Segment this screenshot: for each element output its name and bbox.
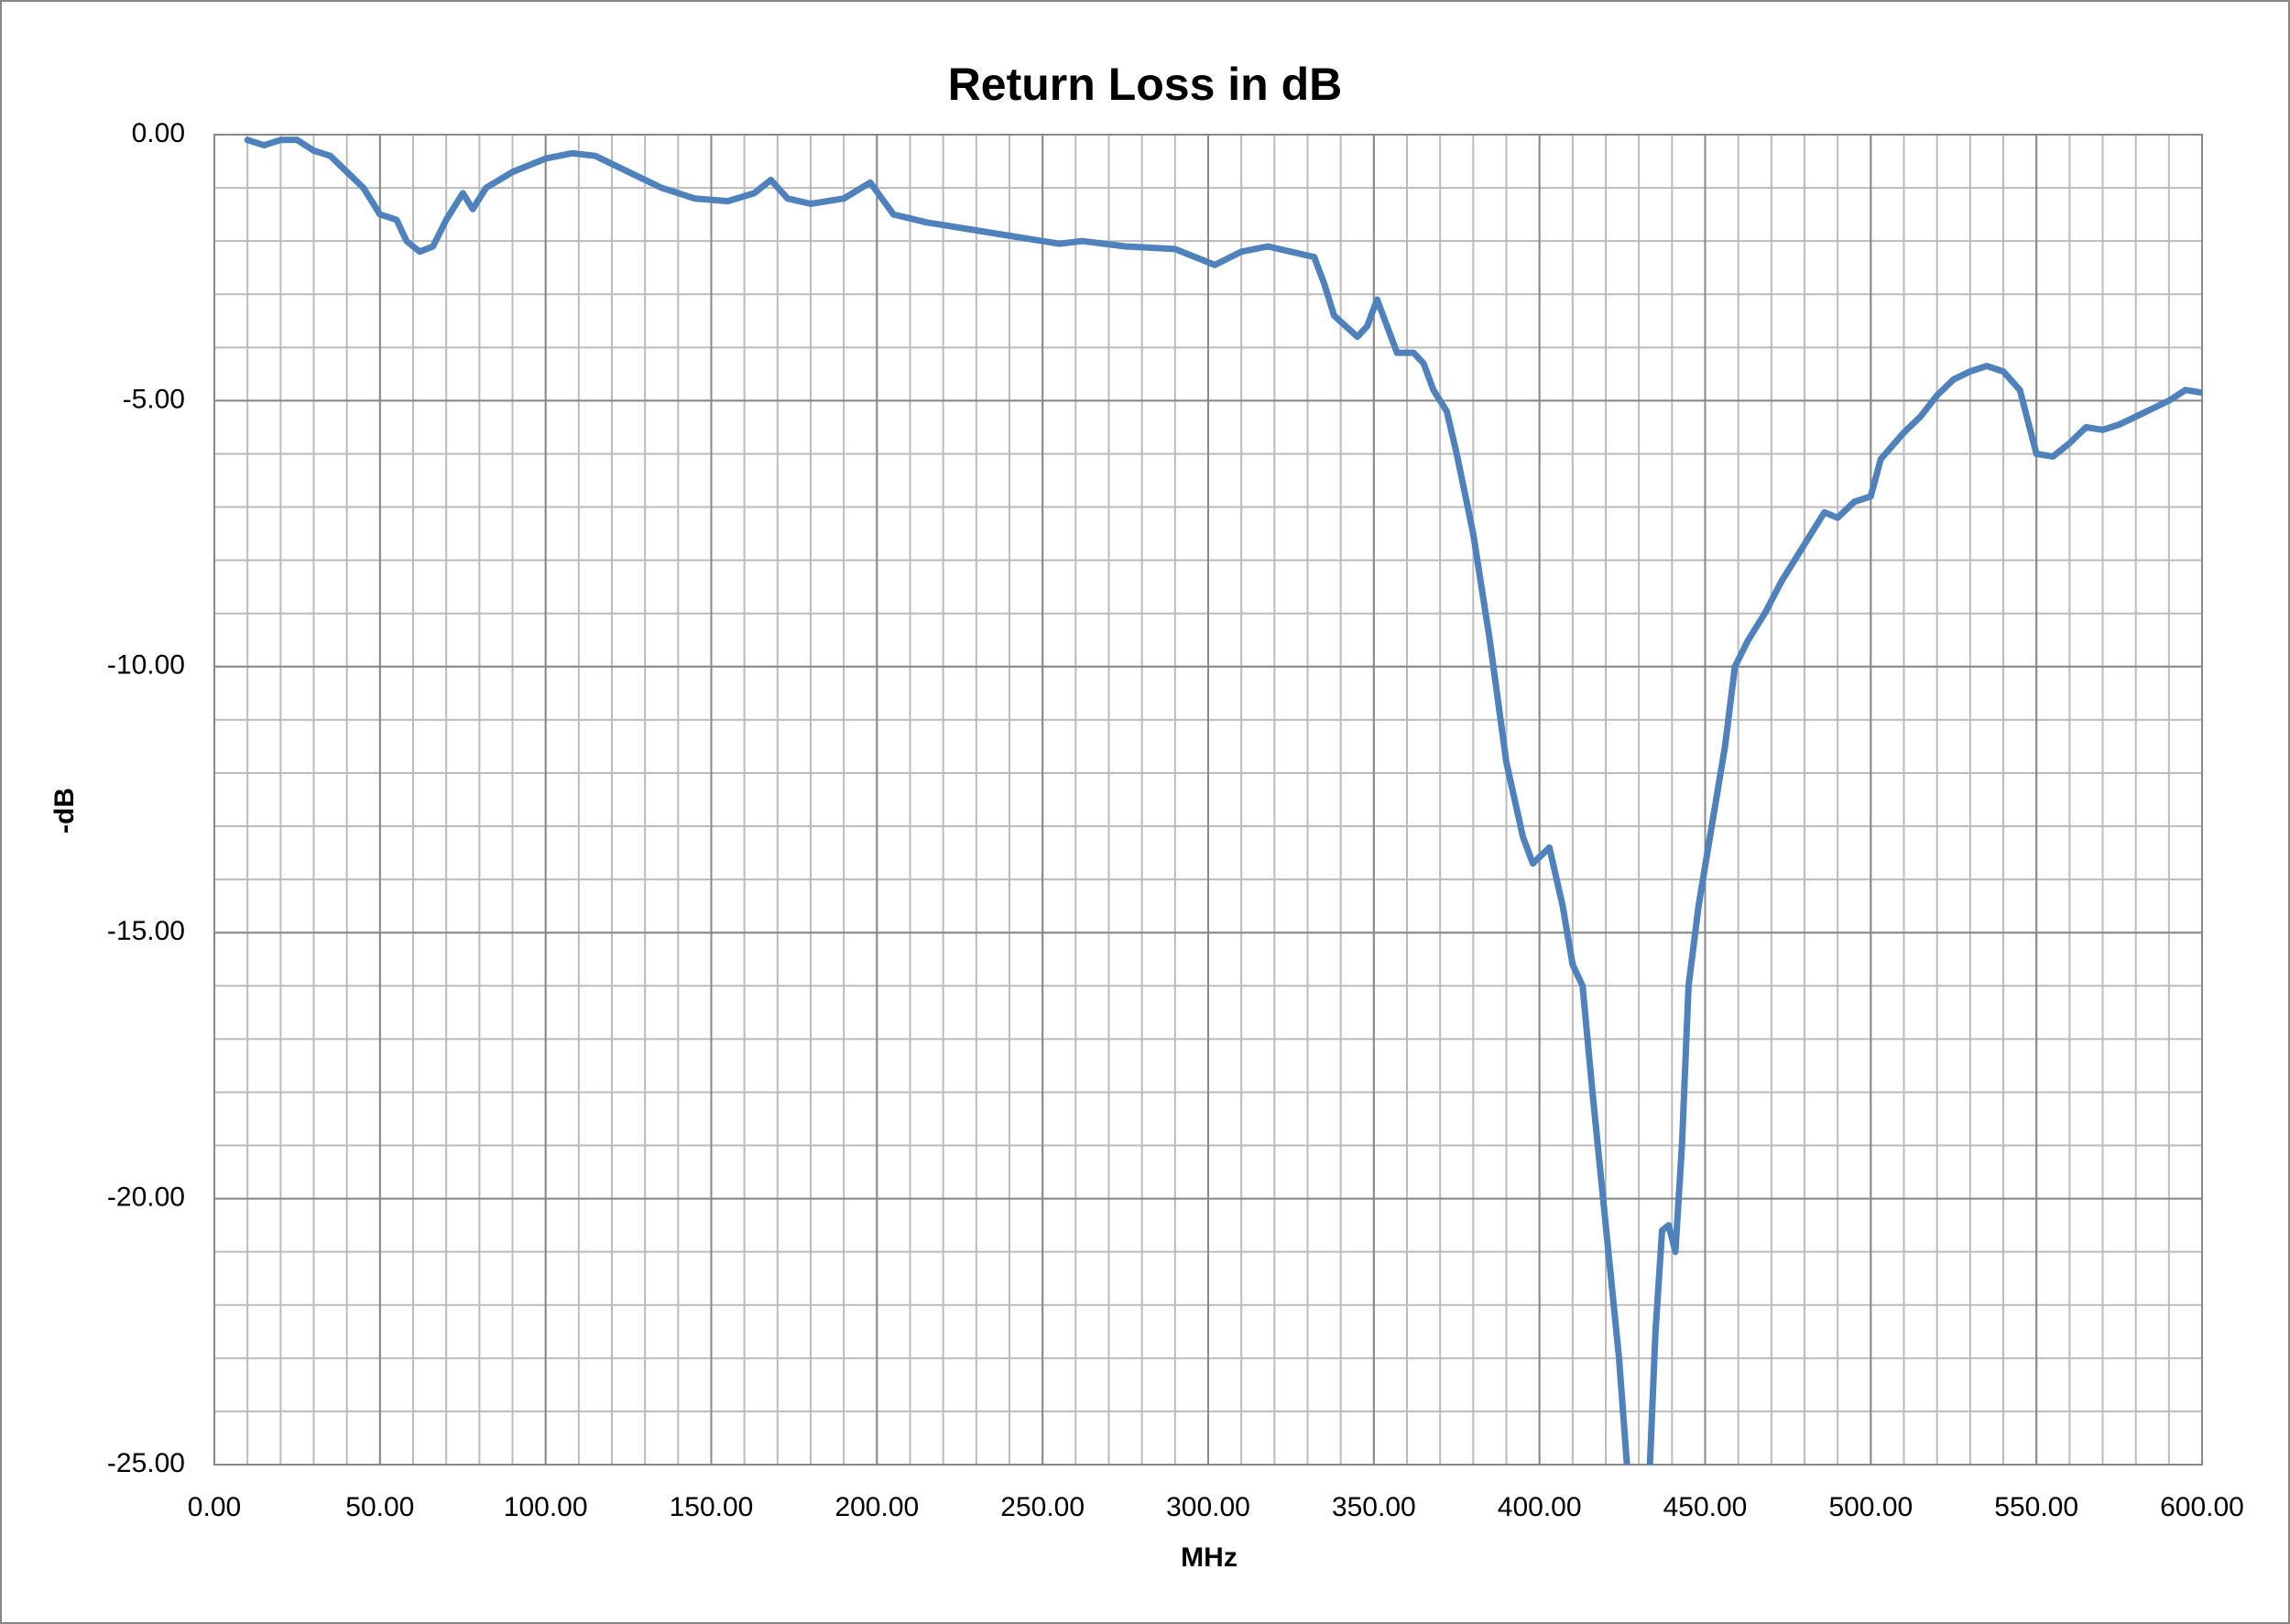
plot-border (213, 134, 2203, 1466)
x-tick-label: 100.00 (504, 1492, 588, 1522)
x-tick-label: 400.00 (1498, 1492, 1582, 1522)
y-tick-label: -15.00 (107, 916, 185, 946)
x-tick-label: 450.00 (1663, 1492, 1748, 1522)
x-tick-label: 350.00 (1332, 1492, 1416, 1522)
grid (213, 134, 2203, 1466)
x-tick-label: 500.00 (1828, 1492, 1913, 1522)
x-tick-label: 200.00 (834, 1492, 919, 1522)
x-tick-label: 600.00 (2160, 1492, 2244, 1522)
x-tick-label: 300.00 (1166, 1492, 1250, 1522)
x-tick-label: 0.00 (188, 1492, 241, 1522)
y-tick-label: -20.00 (107, 1183, 185, 1213)
y-tick-label: -25.00 (107, 1448, 185, 1478)
x-tick-label: 50.00 (345, 1492, 414, 1522)
x-tick-label: 150.00 (670, 1492, 754, 1522)
x-tick-label: 250.00 (1000, 1492, 1085, 1522)
chart-title: Return Loss in dB (948, 59, 1343, 110)
y-tick-label: -10.00 (107, 650, 185, 681)
x-axis-label: MHz (1181, 1542, 1238, 1573)
y-tick-label: 0.00 (132, 118, 185, 148)
data-line (244, 136, 2202, 1465)
y-tick-label: -5.00 (123, 384, 185, 414)
x-tick-label: 550.00 (1994, 1492, 2078, 1522)
y-axis-label: -dB (49, 788, 80, 834)
